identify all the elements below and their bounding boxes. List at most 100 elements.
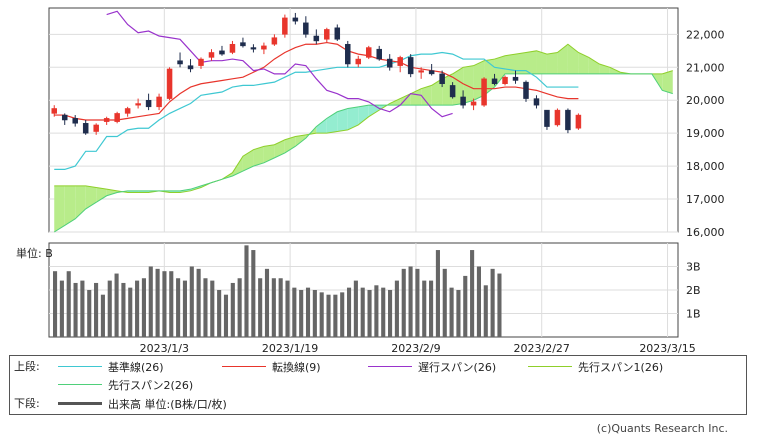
cloud-segment <box>295 134 306 147</box>
volume-bar <box>319 292 324 337</box>
legend-text-senkou2: 先行スパン2(26) <box>108 378 194 392</box>
volume-bar <box>463 275 468 337</box>
candle-body <box>219 50 225 55</box>
copyright: (c)Quants Research Inc. <box>596 422 728 435</box>
cloud-segment <box>557 44 568 74</box>
volume-bar <box>483 285 488 337</box>
candle-body <box>523 81 529 99</box>
candle-body <box>229 43 236 53</box>
volume-bar <box>53 271 58 337</box>
cloud-segment <box>578 52 589 74</box>
cloud-segment <box>525 50 537 74</box>
candle-body <box>72 118 78 124</box>
legend-swatch-senkou1 <box>528 366 572 367</box>
volume-bar <box>360 287 365 337</box>
cloud-segment <box>85 185 97 209</box>
candle-body <box>575 114 582 129</box>
price-tick-label: 18,000 <box>686 160 725 173</box>
x-tick-label: 2023/2/9 <box>391 342 440 355</box>
legend-item-tenkan: 転換線(9) <box>222 358 321 375</box>
cloud-segment <box>305 126 317 139</box>
legend-text-senkou1: 先行スパン1(26) <box>578 360 664 374</box>
volume-tick-label: 2B <box>686 284 701 297</box>
volume-bar <box>121 282 126 337</box>
price-tick-label: 16,000 <box>686 226 725 239</box>
price-tick-label: 19,000 <box>686 127 725 140</box>
volume-bar <box>422 280 427 337</box>
volume-bar <box>292 287 297 337</box>
candle-body <box>271 37 278 45</box>
cloud-segment <box>463 65 474 104</box>
volume-bar <box>381 287 386 337</box>
cloud-segment <box>64 185 76 226</box>
legend-text-tenkan: 転換線(9) <box>272 360 321 374</box>
legend-swatch-chikou <box>368 366 412 367</box>
cloud-segment <box>316 118 327 134</box>
candle-body <box>61 114 68 121</box>
candle-body <box>565 109 571 131</box>
candle-body <box>355 58 362 65</box>
volume-bar <box>367 290 372 337</box>
candle-body <box>135 103 141 106</box>
volume-bar <box>435 250 440 337</box>
volume-bar <box>87 290 92 337</box>
cloud-segment <box>567 44 579 74</box>
volume-bar <box>230 282 235 337</box>
candle-body <box>51 108 57 114</box>
candle-body <box>502 76 508 85</box>
candle-body <box>449 85 456 98</box>
volume-bar <box>490 268 495 337</box>
candle-body <box>292 17 299 22</box>
cloud-segment <box>347 106 359 130</box>
volume-bar <box>442 268 447 337</box>
volume-bar <box>305 287 311 337</box>
legend-row-upper-2: 先行スパン2(26) <box>10 376 746 393</box>
volume-bar <box>128 287 133 337</box>
cloud-segment <box>546 52 558 74</box>
candle-body <box>460 96 466 106</box>
volume-bar <box>456 290 461 337</box>
volume-bar <box>162 271 167 337</box>
cloud-segment <box>588 57 600 74</box>
candle-body <box>491 78 498 85</box>
volume-bar <box>217 290 222 337</box>
volume-bar <box>415 268 420 337</box>
price-tick-label: 20,000 <box>686 94 725 107</box>
candle-body <box>282 17 288 35</box>
volume-bar <box>135 280 140 337</box>
candle-body <box>166 68 173 99</box>
ichimoku-chart: 22,000 21,000 20,000 19,000 18,000 17,000 16,0… <box>16 7 725 355</box>
volume-bar <box>374 285 379 337</box>
price-tick-label: 17,000 <box>686 193 725 206</box>
legend-swatch-kijun <box>58 366 102 367</box>
candle-body <box>418 70 424 73</box>
volume-bar <box>278 278 283 337</box>
candle-body <box>407 57 414 75</box>
volume-bar <box>141 278 146 337</box>
legend-swatch-tenkan <box>222 366 266 367</box>
volume-bar <box>73 282 78 337</box>
volume-bar <box>210 280 215 337</box>
volume-bar <box>203 278 208 337</box>
volume-bar <box>155 268 160 337</box>
candle-body <box>345 43 351 65</box>
legend-row-upper: 上段: 基準線(26) 転換線(9) 遅行スパン(26) 先行スパン1(26) <box>10 358 746 375</box>
cloud-segment <box>515 52 526 74</box>
volume-bar <box>394 280 399 337</box>
volume-bar <box>497 273 502 337</box>
x-tick-label: 2023/1/3 <box>140 342 189 355</box>
cloud-segment <box>337 108 348 132</box>
candle-body <box>82 123 89 134</box>
volume-bar <box>388 290 393 337</box>
candle-body <box>124 108 131 114</box>
legend-item-kijun: 基準線(26) <box>58 358 164 375</box>
senkou-span-2-line <box>53 73 673 233</box>
volume-bar <box>182 280 188 337</box>
volume-bar <box>333 294 338 337</box>
x-tick-label: 2023/2/27 <box>514 342 570 355</box>
candle-body <box>428 70 435 75</box>
cloud-segment <box>662 70 673 94</box>
x-tick-label: 2023/1/19 <box>262 342 318 355</box>
candle-body <box>198 58 204 66</box>
legend-row-lower: 下段: 出来高 単位:(B株/口/枚) <box>10 395 746 412</box>
